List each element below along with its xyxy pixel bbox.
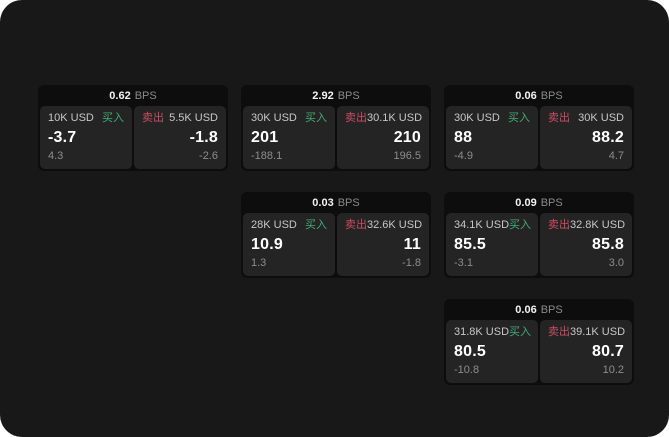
buy-panel[interactable]: 31.8K USD 买入 80.5 -10.8 [446, 320, 538, 383]
buy-panel[interactable]: 30K USD 买入 201 -188.1 [243, 106, 335, 169]
quote-card-5: 0.09 BPS 34.1K USD 买入 85.5 -3.1 卖出 32.8K… [444, 192, 634, 278]
buy-price: 88 [454, 128, 473, 146]
buy-amount: 30K USD [251, 112, 297, 124]
buy-price: -3.7 [48, 128, 77, 146]
sell-delta: 10.2 [602, 364, 624, 376]
sell-panel[interactable]: 卖出 30.1K USD 210 196.5 [337, 106, 429, 169]
panels: 28K USD 买入 10.9 1.3 卖出 32.6K USD 11 -1.8 [243, 213, 429, 276]
card-header: 0.03 BPS [243, 192, 429, 213]
buy-delta: -3.1 [454, 257, 473, 269]
buy-delta: -188.1 [251, 150, 283, 162]
sell-panel[interactable]: 卖出 39.1K USD 80.7 10.2 [540, 320, 632, 383]
buy-label: 买入 [508, 112, 530, 124]
sell-price: -1.8 [189, 128, 218, 146]
sell-panel[interactable]: 卖出 5.5K USD -1.8 -2.6 [134, 106, 226, 169]
buy-price: 80.5 [454, 342, 486, 360]
bps-value: 0.62 [109, 89, 131, 102]
sell-label: 卖出 [345, 219, 367, 231]
panels: 30K USD 买入 88 -4.9 卖出 30K USD 88.2 4.7 [446, 106, 632, 169]
quote-card-6: 0.06 BPS 31.8K USD 买入 80.5 -10.8 卖出 39.1… [444, 299, 634, 385]
buy-panel[interactable]: 30K USD 买入 88 -4.9 [446, 106, 538, 169]
sell-price: 210 [393, 128, 421, 146]
card-header: 0.62 BPS [40, 85, 226, 106]
sell-price: 11 [403, 235, 421, 253]
sell-label: 卖出 [345, 112, 367, 124]
sell-delta: 3.0 [608, 257, 624, 269]
bps-unit-label: BPS [134, 89, 157, 102]
quote-card-grid: 0.62 BPS 10K USD 买入 -3.7 4.3 卖出 5.5K USD [38, 85, 634, 385]
buy-label: 买入 [102, 112, 124, 124]
panels: 34.1K USD 买入 85.5 -3.1 卖出 32.8K USD 85.8… [446, 213, 632, 276]
buy-panel[interactable]: 28K USD 买入 10.9 1.3 [243, 213, 335, 276]
panels: 31.8K USD 买入 80.5 -10.8 卖出 39.1K USD 80.… [446, 320, 632, 383]
sell-label: 卖出 [142, 112, 164, 124]
panels: 30K USD 买入 201 -188.1 卖出 30.1K USD 210 1… [243, 106, 429, 169]
quote-card-2: 2.92 BPS 30K USD 买入 201 -188.1 卖出 30.1K … [241, 85, 431, 171]
buy-amount: 31.8K USD [454, 326, 510, 338]
bps-unit-label: BPS [337, 196, 360, 209]
bps-unit-label: BPS [540, 196, 563, 209]
quote-card-1: 0.62 BPS 10K USD 买入 -3.7 4.3 卖出 5.5K USD [38, 85, 228, 171]
buy-amount: 10K USD [48, 112, 94, 124]
sell-label: 卖出 [548, 326, 570, 338]
quote-card-4: 0.03 BPS 28K USD 买入 10.9 1.3 卖出 32.6K US… [241, 192, 431, 278]
sell-amount: 32.6K USD [367, 219, 423, 231]
sell-panel[interactable]: 卖出 30K USD 88.2 4.7 [540, 106, 632, 169]
sell-amount: 5.5K USD [169, 112, 218, 124]
sell-delta: -2.6 [199, 150, 218, 162]
bps-value: 0.06 [515, 303, 537, 316]
bps-unit-label: BPS [540, 89, 563, 102]
bps-value: 0.03 [312, 196, 334, 209]
sell-price: 80.7 [592, 342, 624, 360]
buy-delta: -4.9 [454, 150, 473, 162]
sell-delta: 196.5 [393, 150, 421, 162]
buy-delta: -10.8 [454, 364, 480, 376]
sell-amount: 39.1K USD [570, 326, 626, 338]
buy-price: 201 [251, 128, 279, 146]
bps-value: 0.09 [515, 196, 537, 209]
bps-value: 2.92 [312, 89, 334, 102]
card-header: 0.09 BPS [446, 192, 632, 213]
sell-amount: 30K USD [578, 112, 624, 124]
buy-amount: 30K USD [454, 112, 500, 124]
card-header: 0.06 BPS [446, 85, 632, 106]
buy-price: 85.5 [454, 235, 486, 253]
buy-price: 10.9 [251, 235, 283, 253]
sell-amount: 32.8K USD [570, 219, 626, 231]
card-header: 0.06 BPS [446, 299, 632, 320]
buy-label: 买入 [305, 112, 327, 124]
buy-label: 买入 [305, 219, 327, 231]
buy-panel[interactable]: 10K USD 买入 -3.7 4.3 [40, 106, 132, 169]
buy-amount: 34.1K USD [454, 219, 510, 231]
sell-delta: 4.7 [608, 150, 624, 162]
sell-price: 85.8 [592, 235, 624, 253]
buy-amount: 28K USD [251, 219, 297, 231]
bps-unit-label: BPS [540, 303, 563, 316]
quote-card-3: 0.06 BPS 30K USD 买入 88 -4.9 卖出 30K USD [444, 85, 634, 171]
panels: 10K USD 买入 -3.7 4.3 卖出 5.5K USD -1.8 -2.… [40, 106, 226, 169]
buy-panel[interactable]: 34.1K USD 买入 85.5 -3.1 [446, 213, 538, 276]
buy-delta: 1.3 [251, 257, 267, 269]
sell-amount: 30.1K USD [367, 112, 423, 124]
buy-label: 买入 [509, 219, 532, 231]
bps-unit-label: BPS [337, 89, 360, 102]
buy-label: 买入 [509, 326, 532, 338]
bps-value: 0.06 [515, 89, 537, 102]
card-header: 2.92 BPS [243, 85, 429, 106]
sell-delta: -1.8 [402, 257, 421, 269]
sell-price: 88.2 [592, 128, 624, 146]
sell-label: 卖出 [548, 112, 570, 124]
buy-delta: 4.3 [48, 150, 64, 162]
sell-panel[interactable]: 卖出 32.6K USD 11 -1.8 [337, 213, 429, 276]
sell-panel[interactable]: 卖出 32.8K USD 85.8 3.0 [540, 213, 632, 276]
sell-label: 卖出 [548, 219, 570, 231]
